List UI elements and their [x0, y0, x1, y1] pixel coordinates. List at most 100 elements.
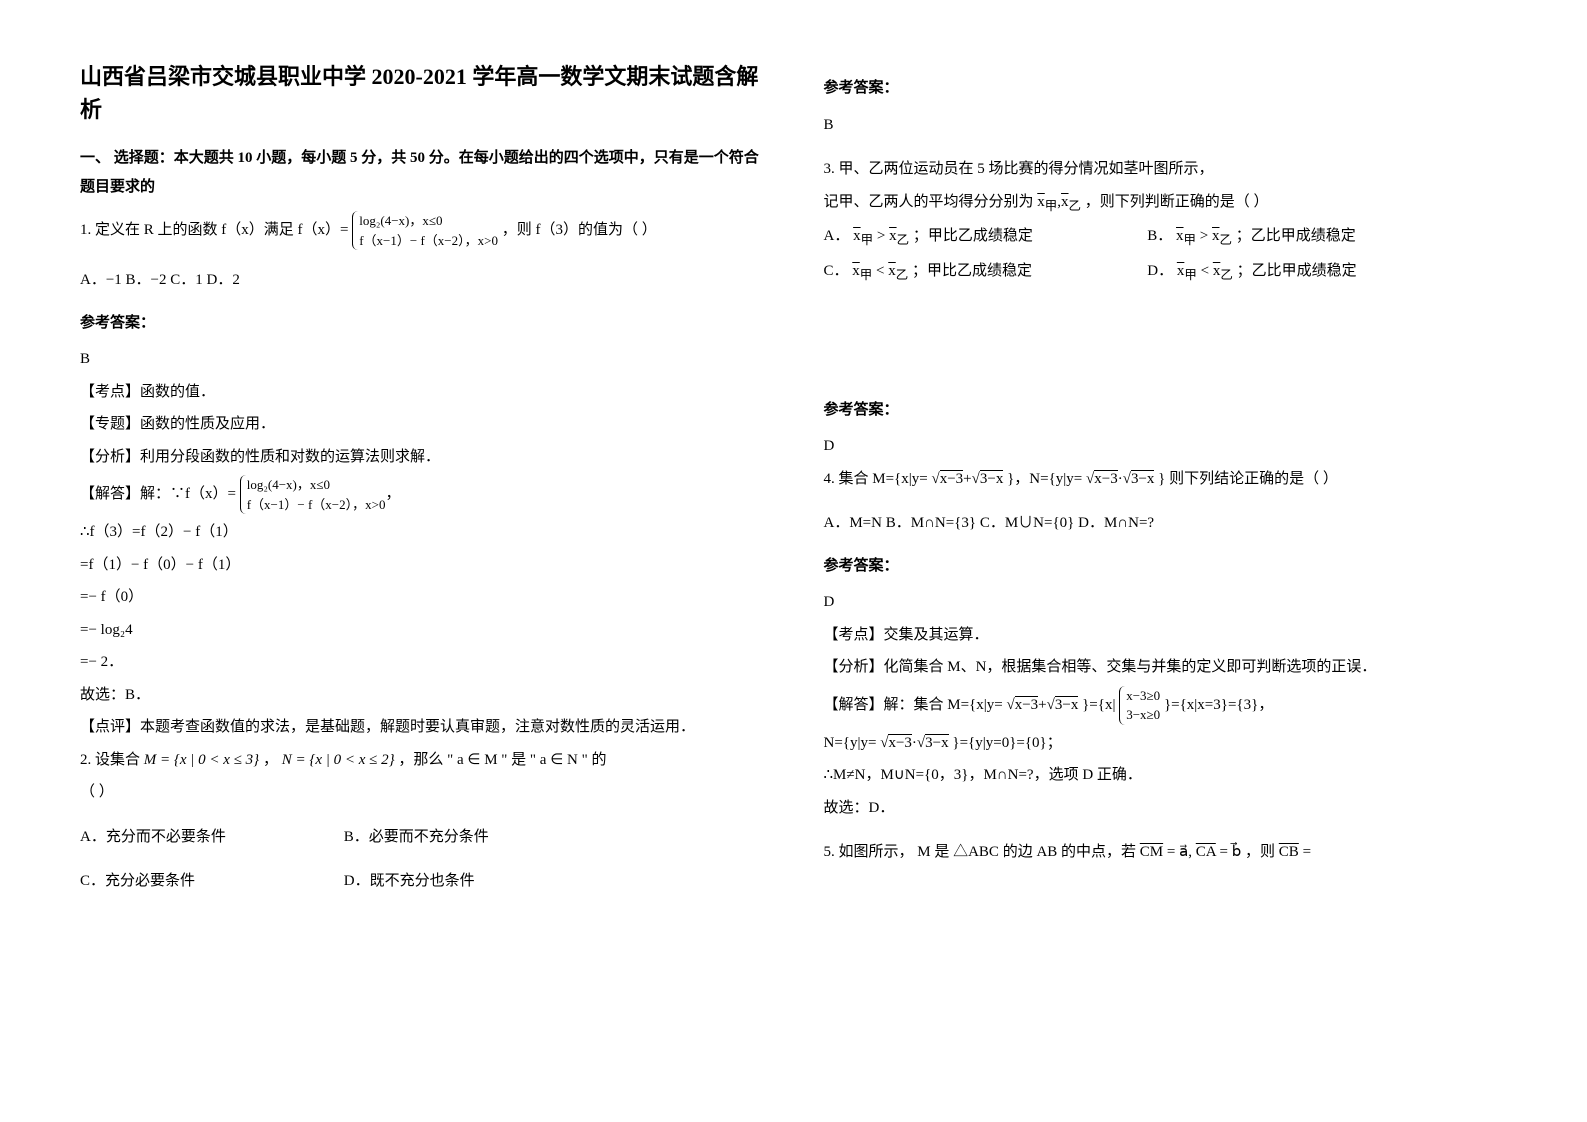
q2-b: ，: [263, 752, 278, 768]
q1-exp7: =− f（0）: [80, 583, 764, 612]
q1-tail: ，则 f（3）的值为（ ）: [502, 222, 657, 238]
q1-exp1: 【考点】函数的值．: [80, 378, 764, 407]
q2-c: ，那么 " a ∈ M " 是 " a ∈ N " 的: [398, 752, 606, 768]
q3-row2: C． x甲 < x乙 ；甲比乙成绩稳定 D． x甲 < x乙 ；乙比甲成绩稳定: [824, 257, 1508, 288]
q2-paren: （ ）: [80, 778, 764, 807]
sqrt-icon: 3−x: [980, 470, 1003, 487]
q4-exp6: 故选：D．: [824, 794, 1508, 823]
q2-row1: A．充分而不必要条件 B．必要而不充分条件: [80, 823, 764, 852]
q3-C-b: ；甲比乙成绩稳定: [912, 263, 1032, 279]
q4-exp3-b: }={x|: [1082, 697, 1115, 713]
sqrt-icon: x−3: [1015, 696, 1038, 713]
q4-exp4-b: }={y|y=0}={0}；: [952, 735, 1061, 751]
q1-exp8: =− log₂4: [80, 616, 764, 645]
q2-choiceB: B．必要而不充分条件: [344, 829, 489, 845]
q2: 2. 设集合 M = {x | 0 < x ≤ 3} ， N = {x | 0 …: [80, 746, 764, 775]
answer-label-r1: 参考答案：: [824, 74, 1508, 103]
vector-icon: CM: [1140, 844, 1163, 860]
q1-choices: A．−1 B．−2 C．1 D．2: [80, 266, 764, 295]
xbar-icon: x: [1037, 194, 1045, 210]
q4-a: 4. 集合 M={x|y=: [824, 471, 928, 487]
q2-M: M = {x | 0 < x ≤ 3}: [144, 752, 259, 768]
piece-top2: log₂(4−x)，x≤0: [247, 477, 330, 492]
piece-bot: f（x−1）− f（x−2），x>0: [359, 233, 498, 248]
q1-exp11: 【点评】本题考查函数值的求法，是基础题，解题时要认真审题，注意对数性质的灵活运用…: [80, 713, 764, 742]
q2-choiceA: A．充分而不必要条件: [80, 823, 340, 852]
xbar-icon: x: [888, 263, 896, 279]
q4-exp3-c: }={x|x=3}={3}，: [1164, 697, 1273, 713]
q4-exp4-a: N={y|y=: [824, 735, 877, 751]
q1-exp3: 【分析】利用分段函数的性质和对数的运算法则求解．: [80, 443, 764, 472]
q3-D-a: D．: [1147, 263, 1173, 279]
q4-b: }，N={y|y=: [1007, 471, 1082, 487]
q4-exp3-bot: 3−x≥0: [1126, 707, 1160, 722]
piecewise-icon: x−3≥0 3−x≥0: [1119, 686, 1160, 725]
q4-exp4: N={y|y= √x−3·√3−x }={y|y=0}={0}；: [824, 729, 1508, 758]
q3-A-a: A．: [824, 228, 850, 244]
answer-label: 参考答案：: [80, 309, 764, 338]
q4: 4. 集合 M={x|y= √x−3+√3−x }，N={y|y= √x−3·√…: [824, 465, 1508, 494]
answer-label-r2: 参考答案：: [824, 396, 1508, 425]
q3-line2: 记甲、乙两人的平均得分分别为 x甲,x乙 ，则下列判断正确的是（ ）: [824, 188, 1508, 219]
vector-icon: CA: [1196, 844, 1216, 860]
q1-exp6: =f（1）− f（0）− f（1）: [80, 551, 764, 580]
sqrt-icon: 3−x: [1131, 470, 1154, 487]
xbar-icon: x: [1061, 194, 1069, 210]
q3-C-a: C．: [824, 263, 849, 279]
q1-answer: B: [80, 345, 764, 374]
q4-exp2: 【分析】化简集合 M、N，根据集合相等、交集与并集的定义即可判断选项的正误．: [824, 653, 1508, 682]
q3-row1: A． x甲 > x乙 ；甲比乙成绩稳定 B． x甲 > x乙 ；乙比甲成绩稳定: [824, 222, 1508, 253]
q3-text: 3. 甲、乙两位运动员在 5 场比赛的得分情况如茎叶图所示，: [824, 155, 1508, 184]
q4-exp1: 【考点】交集及其运算．: [824, 621, 1508, 650]
doc-title: 山西省吕梁市交城县职业中学 2020-2021 学年高一数学文期末试题含解析: [80, 60, 764, 126]
xbar-icon: x: [1212, 228, 1220, 244]
answer-label-r3: 参考答案：: [824, 552, 1508, 581]
q2-a: 2. 设集合: [80, 752, 144, 768]
q1-exp2: 【专题】函数的性质及应用．: [80, 410, 764, 439]
q5-c: ，则: [1245, 844, 1275, 860]
q1-exp5: ∴f（3）=f（2）− f（1）: [80, 518, 764, 547]
vector-icon: CB: [1279, 844, 1299, 860]
q5-b: 的边 AB 的中点，若: [1003, 844, 1136, 860]
q4-exp3: 【解答】解：集合 M={x|y= √x−3+√3−x }={x| x−3≥0 3…: [824, 686, 1508, 725]
q2-N: N = {x | 0 < x ≤ 2}: [282, 752, 395, 768]
q4-answer: D: [824, 588, 1508, 617]
section-head: 一、 选择题：本大题共 10 小题，每小题 5 分，共 50 分。在每小题给出的…: [80, 144, 764, 201]
q3-line2-a: 记甲、乙两人的平均得分分别为: [824, 194, 1034, 210]
q2-choiceD: D．既不充分也条件: [344, 873, 475, 889]
q3-D-b: ；乙比甲成绩稳定: [1237, 263, 1357, 279]
q4-exp5: ∴M≠N，M∪N={0，3}，M∩N=?，选项 D 正确．: [824, 761, 1508, 790]
q3-A-b: ；甲比乙成绩稳定: [913, 228, 1033, 244]
q1-exp4-stem: 【解答】解：∵f（x）=: [80, 486, 236, 502]
q5: 5. 如图所示， M 是 △ABC 的边 AB 的中点，若 CM = a⃗, C…: [824, 838, 1508, 867]
piece-top: log₂(4−x)，x≤0: [359, 213, 442, 228]
q2-answer: B: [824, 111, 1508, 140]
piecewise-icon: log₂(4−x)，x≤0 f（x−1）− f（x−2），x>0: [352, 211, 498, 250]
q4-exp3-a: 【解答】解：集合 M={x|y=: [824, 697, 1003, 713]
q4-exp3-top: x−3≥0: [1126, 688, 1160, 703]
piecewise-icon: log₂(4−x)，x≤0 f（x−1）− f（x−2），x>0: [240, 475, 386, 514]
q3-line2-b: ，则下列判断正确的是（ ）: [1085, 194, 1269, 210]
q3-B-a: B．: [1147, 228, 1172, 244]
sqrt-icon: x−3: [1094, 470, 1117, 487]
q1-exp4: 【解答】解：∵f（x）= log₂(4−x)，x≤0 f（x−1）− f（x−2…: [80, 475, 764, 514]
q1: 1. 定义在 R 上的函数 f（x）满足 f（x）= log₂(4−x)，x≤0…: [80, 211, 764, 250]
sqrt-icon: 3−x: [1055, 696, 1078, 713]
q2-row2: C．充分必要条件 D．既不充分也条件: [80, 867, 764, 896]
q5-d: =: [1303, 844, 1311, 860]
triangle-icon: △ABC: [953, 844, 999, 860]
q1-stem: 1. 定义在 R 上的函数 f（x）满足 f（x）=: [80, 222, 348, 238]
sqrt-icon: x−3: [940, 470, 963, 487]
sqrt-icon: 3−x: [925, 734, 948, 751]
xbar-icon: x: [852, 263, 860, 279]
q2-choiceC: C．充分必要条件: [80, 867, 340, 896]
xbar-icon: x: [889, 228, 897, 244]
q3-B-b: ；乙比甲成绩稳定: [1236, 228, 1356, 244]
q4-c: } 则下列结论正确的是（ ）: [1158, 471, 1338, 487]
xbar-icon: x: [853, 228, 861, 244]
q4-choices: A．M=N B．M∩N={3} C．M∪N={0} D．M∩N=?: [824, 509, 1508, 538]
q5-a: 5. 如图所示， M 是: [824, 844, 950, 860]
piece-bot2: f（x−1）− f（x−2），x>0: [247, 497, 386, 512]
xbar-icon: x: [1176, 228, 1184, 244]
q3-answer: D: [824, 432, 1508, 461]
